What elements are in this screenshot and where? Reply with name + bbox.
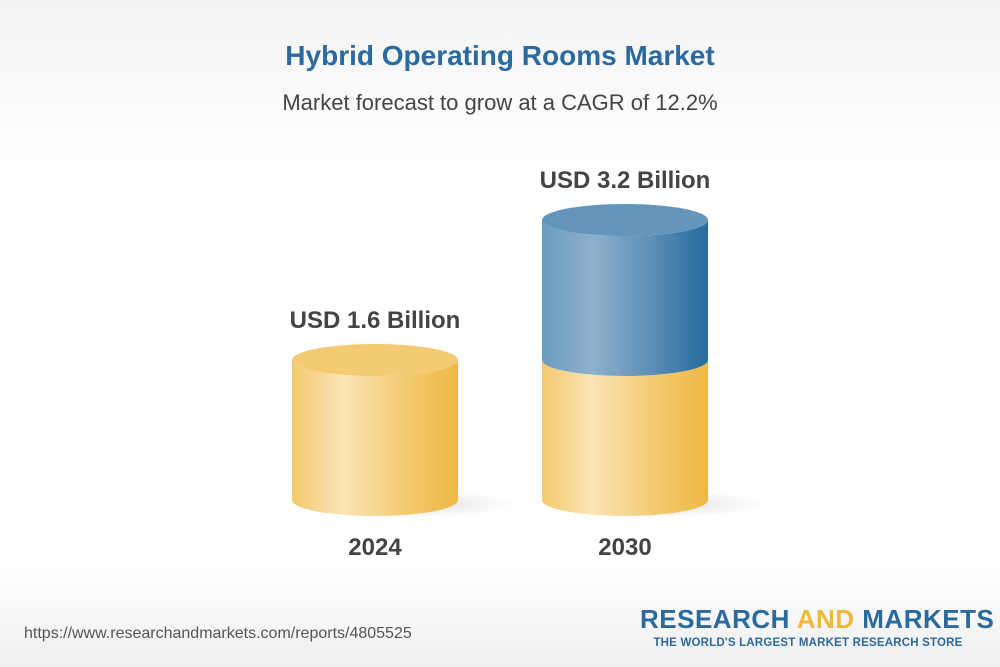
cylinder-top-2030 (542, 204, 708, 236)
research-and-markets-logo: RESEARCH AND MARKETS THE WORLD'S LARGEST… (640, 604, 995, 649)
cylinder-base-2024 (292, 360, 458, 516)
x-tick-label: 2030 (598, 534, 651, 561)
data-label: USD 3.2 Billion (540, 167, 711, 194)
chart-subtitle: Market forecast to grow at a CAGR of 12.… (282, 90, 718, 115)
chart-title: Hybrid Operating Rooms Market (285, 40, 715, 71)
x-tick-label: 2024 (348, 534, 402, 561)
data-label: USD 1.6 Billion (290, 307, 461, 334)
source-url[interactable]: https://www.researchandmarkets.com/repor… (24, 625, 412, 642)
cylinder-top-2024 (292, 344, 458, 376)
cylinder-base-2030 (542, 360, 708, 516)
cylinder-growth-2030 (542, 220, 708, 376)
